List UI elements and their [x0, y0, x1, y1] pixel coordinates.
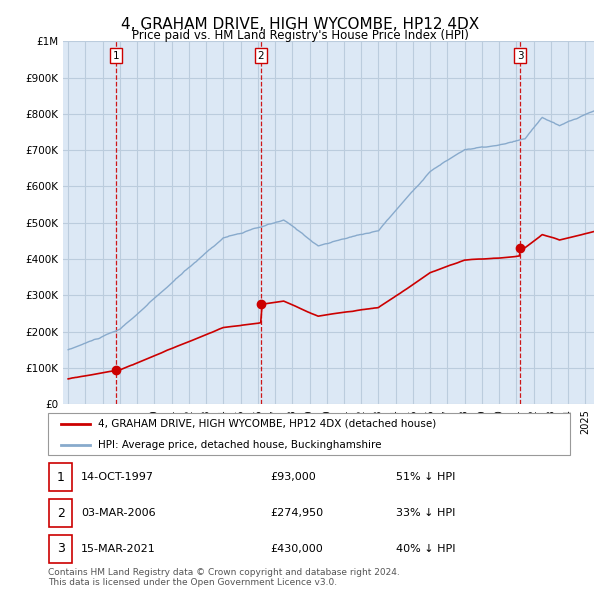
Text: 14-OCT-1997: 14-OCT-1997 [81, 472, 154, 482]
Text: 33% ↓ HPI: 33% ↓ HPI [396, 508, 455, 518]
Text: 2: 2 [56, 506, 65, 520]
Text: £274,950: £274,950 [270, 508, 323, 518]
Text: 4, GRAHAM DRIVE, HIGH WYCOMBE, HP12 4DX: 4, GRAHAM DRIVE, HIGH WYCOMBE, HP12 4DX [121, 17, 479, 31]
Text: 03-MAR-2006: 03-MAR-2006 [81, 508, 155, 518]
Text: 1: 1 [113, 51, 119, 61]
Text: 2: 2 [257, 51, 264, 61]
Text: 1: 1 [56, 470, 65, 484]
Text: £93,000: £93,000 [270, 472, 316, 482]
Text: 4, GRAHAM DRIVE, HIGH WYCOMBE, HP12 4DX (detached house): 4, GRAHAM DRIVE, HIGH WYCOMBE, HP12 4DX … [98, 419, 436, 428]
Text: 40% ↓ HPI: 40% ↓ HPI [396, 544, 455, 554]
Text: 3: 3 [517, 51, 523, 61]
Text: £430,000: £430,000 [270, 544, 323, 554]
Text: 3: 3 [56, 542, 65, 556]
Text: 15-MAR-2021: 15-MAR-2021 [81, 544, 156, 554]
Text: Price paid vs. HM Land Registry's House Price Index (HPI): Price paid vs. HM Land Registry's House … [131, 30, 469, 42]
Text: 51% ↓ HPI: 51% ↓ HPI [396, 472, 455, 482]
Text: HPI: Average price, detached house, Buckinghamshire: HPI: Average price, detached house, Buck… [98, 440, 381, 450]
Text: Contains HM Land Registry data © Crown copyright and database right 2024.
This d: Contains HM Land Registry data © Crown c… [48, 568, 400, 587]
